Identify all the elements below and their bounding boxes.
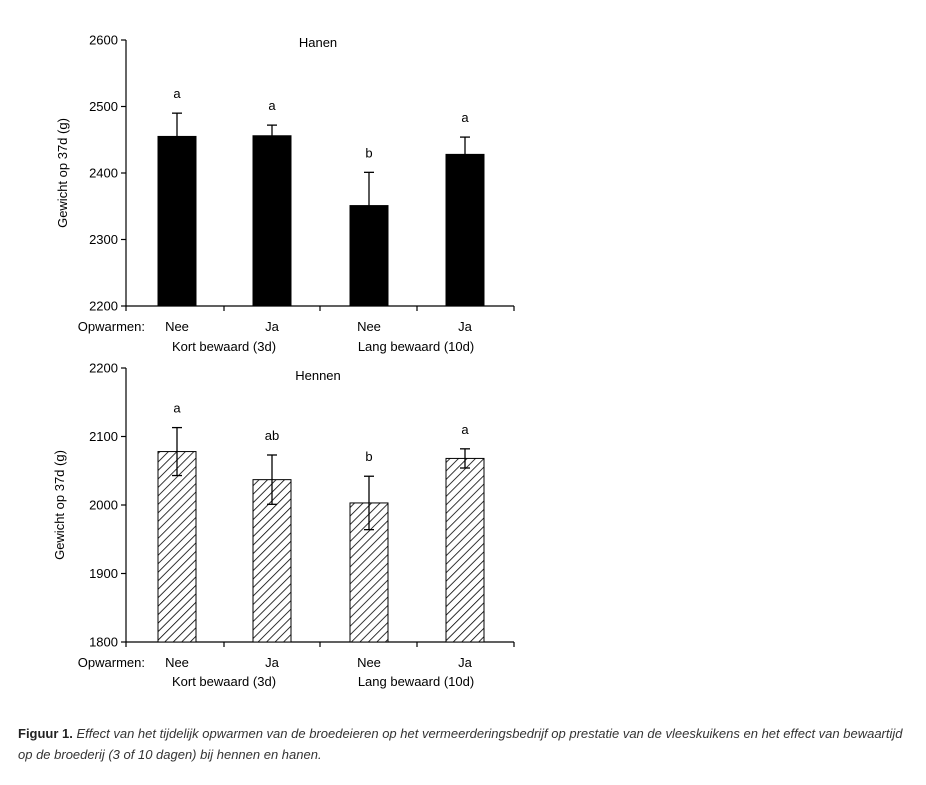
bar-2	[252, 135, 292, 307]
x-category-label-3: Nee	[357, 655, 381, 670]
x-group-label-2: Lang bewaard (10d)	[358, 339, 474, 354]
y-tick-label: 2300	[89, 232, 118, 247]
bar-1	[157, 135, 197, 307]
y-tick-label: 1900	[89, 566, 118, 581]
chart-title: Hennen	[295, 368, 341, 383]
x-group-label-2: Lang bewaard (10d)	[358, 674, 474, 689]
significance-letter-2: ab	[265, 428, 279, 443]
x-group-label-1: Kort bewaard (3d)	[172, 674, 276, 689]
y-tick-label: 2500	[89, 99, 118, 114]
significance-letter-4: a	[461, 110, 469, 125]
chart-hanen: Hanen Gewicht op 37d (g) 2200 2300 2400 2500 2…	[55, 33, 515, 354]
x-category-label-1: Nee	[165, 319, 189, 334]
bar-1	[157, 451, 197, 643]
x-category-label-2: Ja	[265, 655, 280, 670]
caption-label: Figuur 1.	[18, 726, 73, 741]
y-tick-label: 2600	[89, 33, 118, 48]
x-category-label-4: Ja	[458, 655, 473, 670]
y-tick-label: 2400	[89, 166, 118, 181]
figure-charts: Hanen Gewicht op 37d (g) 2200 2300 2400 2500 2…	[52, 33, 515, 689]
y-axis-label: Gewicht op 37d (g)	[55, 118, 70, 228]
significance-letter-1: a	[173, 401, 181, 416]
significance-letter-3: b	[365, 449, 372, 464]
x-category-label-3: Nee	[357, 319, 381, 334]
significance-letter-3: b	[365, 145, 372, 160]
x-category-label-2: Ja	[265, 319, 280, 334]
x-row-label: Opwarmen:	[78, 655, 145, 670]
bar-4	[445, 153, 485, 307]
y-tick-label: 2200	[89, 361, 118, 376]
significance-letter-4: a	[461, 422, 469, 437]
y-tick-label: 2100	[89, 429, 118, 444]
significance-letter-2: a	[268, 98, 276, 113]
x-category-label-1: Nee	[165, 655, 189, 670]
y-axis-label: Gewicht op 37d (g)	[52, 450, 67, 560]
y-tick-label: 2200	[89, 299, 118, 314]
bar-4	[445, 457, 485, 643]
chart-hennen: Hennen Gewicht op 37d (g) 1800 1900 2000 2100…	[52, 361, 515, 689]
bar-3	[349, 205, 389, 307]
y-tick-label: 2000	[89, 498, 118, 513]
x-row-label: Opwarmen:	[78, 319, 145, 334]
caption-text: Effect van het tijdelijk opwarmen van de…	[18, 726, 903, 762]
figure-caption: Figuur 1. Effect van het tijdelijk opwar…	[18, 723, 918, 765]
significance-letter-1: a	[173, 86, 181, 101]
y-tick-label: 1800	[89, 635, 118, 650]
chart-title: Hanen	[299, 35, 337, 50]
x-group-label-1: Kort bewaard (3d)	[172, 339, 276, 354]
x-category-label-4: Ja	[458, 319, 473, 334]
